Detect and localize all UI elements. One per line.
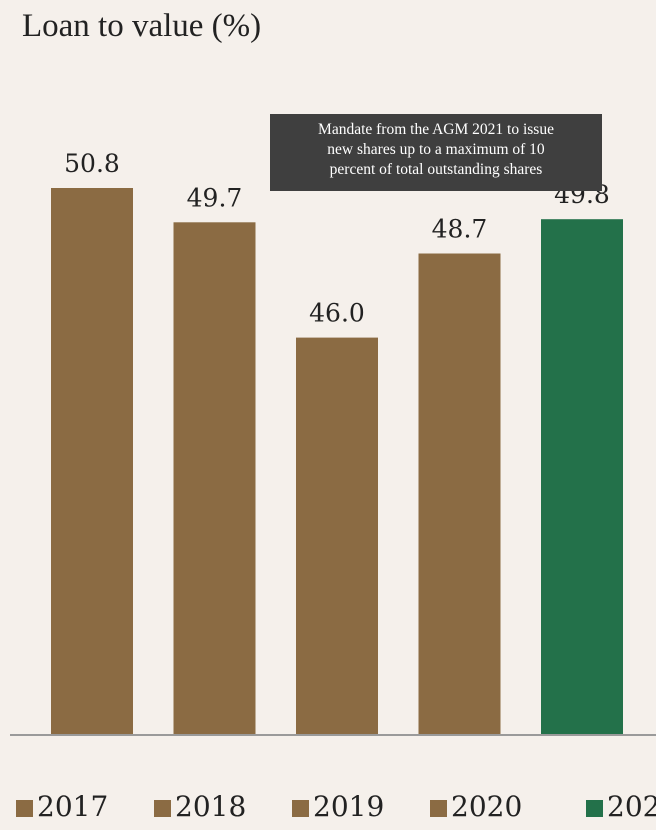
value-label-2017: 50.8 <box>64 149 120 178</box>
legend: 2017 2018 2019 2020 2021 <box>16 790 656 830</box>
legend-label: 2018 <box>175 790 247 823</box>
bar-2021 <box>541 219 623 735</box>
bar-chart: 50.849.746.048.749.8 <box>10 149 656 736</box>
annotation-box: Mandate from the AGM 2021 to issue new s… <box>270 114 602 191</box>
legend-swatch <box>430 800 447 817</box>
legend-label: 2019 <box>313 790 385 823</box>
chart-title: Loan to value (%) <box>22 8 262 44</box>
legend-item-2021: 2021 <box>586 790 656 823</box>
value-label-2019: 46.0 <box>309 299 365 328</box>
bars-layer <box>51 188 623 736</box>
legend-swatch <box>292 800 309 817</box>
annotation-line: Mandate from the AGM 2021 to issue <box>318 121 554 138</box>
legend-label: 2020 <box>451 790 523 823</box>
legend-item-2017: 2017 <box>16 790 108 823</box>
bar-2017 <box>51 188 133 735</box>
legend-label: 2021 <box>607 790 656 823</box>
legend-item-2020: 2020 <box>430 790 522 823</box>
bar-2018 <box>173 222 256 736</box>
legend-item-2019: 2019 <box>292 790 384 823</box>
value-label-2018: 49.7 <box>187 183 243 212</box>
legend-item-2018: 2018 <box>154 790 246 823</box>
value-labels-layer: 50.849.746.048.749.8 <box>64 149 610 328</box>
legend-swatch <box>154 800 171 817</box>
bar-2019 <box>296 337 378 735</box>
annotation-line: percent of total outstanding shares <box>329 161 543 178</box>
legend-label: 2017 <box>37 790 109 823</box>
bar-2020 <box>418 253 501 735</box>
value-label-2020: 48.7 <box>432 215 488 244</box>
legend-swatch <box>16 800 33 817</box>
legend-swatch <box>586 800 603 817</box>
annotation-line: new shares up to a maximum of 10 <box>327 141 545 158</box>
